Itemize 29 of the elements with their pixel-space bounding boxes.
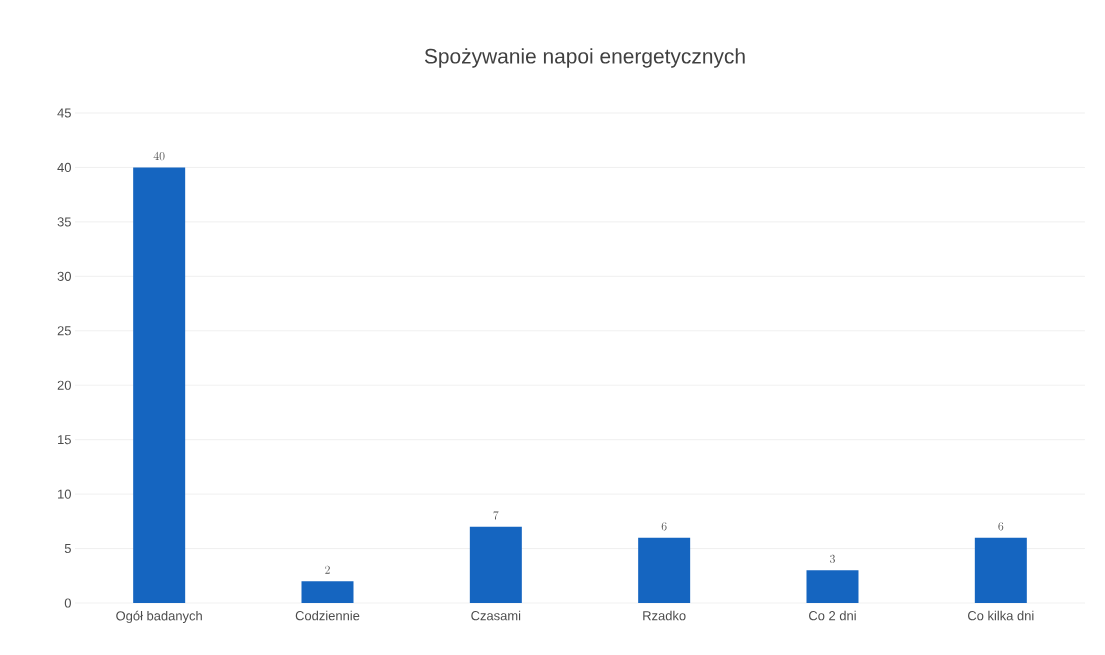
- x-tick-label: Czasami: [471, 610, 521, 621]
- y-tick-label: 15: [58, 435, 71, 445]
- bar: [974, 537, 1027, 603]
- bar: [469, 526, 522, 603]
- y-tick-label: 35: [57, 217, 71, 227]
- data-label: 40: [153, 151, 165, 161]
- y-tick-label: 10: [58, 489, 71, 499]
- data-label: 3: [830, 554, 835, 564]
- data-label: 6: [998, 522, 1004, 531]
- x-tick-label: Ogół badanych: [116, 610, 202, 623]
- data-label: 6: [661, 522, 667, 531]
- x-tick-label: Co kilka dni: [968, 610, 1034, 621]
- bar: [638, 537, 691, 603]
- y-tick-label: 0: [64, 598, 71, 608]
- bar: [806, 570, 859, 603]
- y-tick-label: 45: [57, 108, 71, 118]
- y-tick-label: 20: [57, 380, 71, 390]
- bar: [301, 581, 354, 603]
- y-tick-label: 40: [57, 162, 71, 173]
- y-tick-label: 30: [57, 271, 71, 281]
- bar: [133, 167, 186, 603]
- chart-title: Spożywanie napoi energetycznych: [424, 48, 745, 68]
- x-tick-label: Rzadko: [643, 610, 686, 621]
- x-tick-label: Co 2 dni: [809, 610, 856, 621]
- x-tick-label: Codziennie: [295, 610, 360, 621]
- data-label: 2: [325, 565, 330, 574]
- y-tick-label: 5: [64, 544, 71, 554]
- y-tick-label: 25: [57, 326, 71, 336]
- data-label: 7: [493, 511, 499, 520]
